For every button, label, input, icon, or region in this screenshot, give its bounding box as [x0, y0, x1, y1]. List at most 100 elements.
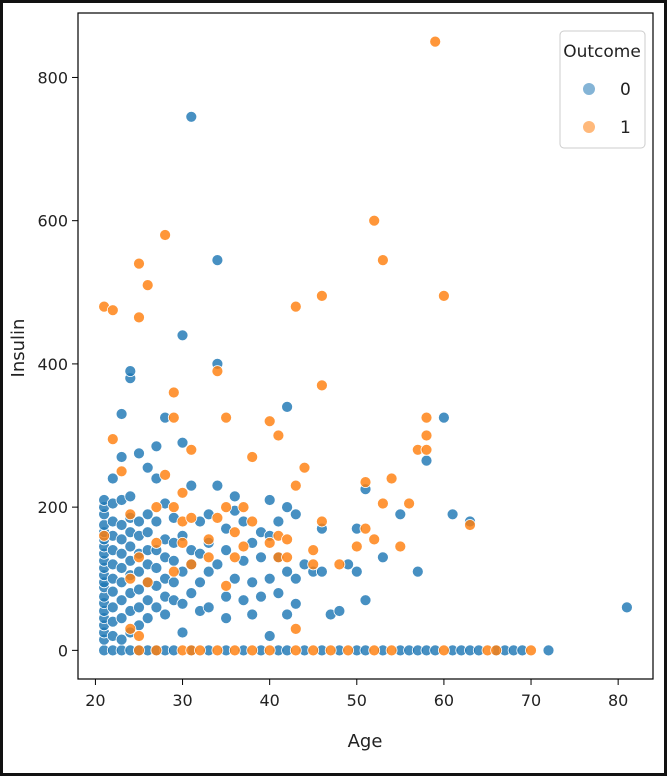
point-outcome-0: [420, 454, 433, 467]
point-outcome-1: [246, 451, 259, 463]
point-outcome-1: [176, 486, 189, 499]
legend-box: [559, 30, 646, 149]
point-outcome-1: [237, 540, 250, 553]
point-outcome-1: [403, 497, 416, 510]
point-outcome-0: [115, 547, 128, 560]
y-tick-label: 400: [37, 355, 68, 374]
point-outcome-1: [333, 558, 346, 571]
point-outcome-1: [289, 300, 302, 313]
point-outcome-1: [350, 540, 363, 553]
point-outcome-0: [542, 644, 555, 657]
point-outcome-0: [246, 576, 259, 589]
point-outcome-1: [228, 551, 241, 564]
point-outcome-0: [263, 494, 276, 506]
legend: Outcome 0 1: [559, 30, 646, 149]
point-outcome-0: [106, 601, 119, 614]
point-outcome-1: [420, 411, 433, 424]
point-outcome-0: [220, 544, 233, 556]
y-tick-label: 200: [37, 498, 68, 517]
point-outcome-1: [185, 512, 198, 524]
point-outcome-1: [220, 411, 233, 424]
point-outcome-0: [272, 515, 285, 528]
point-outcome-1: [133, 311, 145, 324]
legend-marker-0: [583, 83, 595, 95]
point-outcome-0: [115, 533, 128, 546]
point-outcome-0: [281, 565, 294, 578]
point-outcome-0: [150, 562, 163, 574]
point-outcome-1: [525, 644, 537, 657]
x-axis-label: Age: [348, 731, 383, 752]
point-outcome-1: [106, 433, 119, 446]
point-outcome-1: [307, 644, 320, 657]
point-outcome-1: [289, 479, 302, 492]
point-outcome-0: [185, 479, 198, 492]
point-outcome-0: [133, 583, 145, 596]
point-outcome-1: [246, 644, 259, 657]
point-outcome-0: [150, 440, 163, 453]
point-outcome-1: [342, 644, 355, 657]
point-outcome-1: [141, 279, 154, 292]
point-outcome-0: [141, 508, 154, 521]
point-outcome-0: [133, 515, 145, 528]
point-outcome-1: [167, 411, 180, 424]
y-tick-label: 0: [58, 641, 68, 660]
point-outcome-1: [429, 35, 442, 48]
point-outcome-0: [167, 554, 180, 567]
point-outcome-0: [115, 594, 128, 607]
point-outcome-1: [385, 472, 398, 485]
point-outcome-0: [202, 565, 215, 578]
legend-title: Outcome: [563, 42, 641, 62]
point-outcome-1: [133, 551, 145, 564]
point-outcome-0: [141, 461, 154, 474]
point-outcome-0: [115, 612, 128, 624]
point-outcome-1: [150, 644, 163, 657]
point-outcome-1: [289, 644, 302, 657]
point-outcome-0: [141, 526, 154, 539]
point-outcome-0: [315, 565, 328, 578]
point-outcome-0: [289, 597, 302, 610]
point-outcome-0: [446, 508, 459, 521]
point-outcome-1: [368, 214, 381, 227]
point-outcome-0: [176, 597, 189, 610]
point-outcome-0: [141, 594, 154, 607]
point-outcome-0: [167, 576, 180, 589]
point-outcome-0: [159, 608, 172, 621]
point-outcome-1: [376, 254, 389, 267]
x-tick-label: 80: [608, 691, 628, 710]
point-outcome-1: [246, 515, 259, 528]
point-outcome-1: [263, 415, 276, 428]
point-outcome-1: [185, 558, 198, 571]
point-outcome-0: [359, 594, 372, 607]
point-outcome-1: [211, 365, 224, 378]
point-outcome-1: [272, 429, 285, 442]
point-outcome-1: [176, 537, 189, 549]
point-outcome-0: [133, 447, 145, 460]
point-outcome-1: [150, 537, 163, 549]
point-outcome-1: [315, 379, 328, 392]
point-outcome-0: [394, 508, 407, 521]
point-outcome-1: [167, 565, 180, 578]
point-outcome-0: [281, 608, 294, 621]
point-outcome-0: [176, 329, 189, 342]
point-outcome-0: [194, 576, 206, 589]
point-outcome-1: [368, 533, 381, 546]
point-outcome-1: [202, 551, 215, 564]
point-outcome-0: [133, 565, 145, 578]
point-outcome-0: [220, 590, 233, 603]
point-outcome-1: [228, 526, 241, 539]
point-outcome-1: [307, 544, 320, 556]
point-outcome-1: [376, 497, 389, 510]
point-outcome-1: [133, 630, 145, 642]
point-outcome-0: [621, 601, 633, 614]
point-outcome-0: [150, 515, 163, 528]
point-outcome-0: [211, 254, 224, 267]
point-outcome-0: [115, 451, 128, 463]
point-outcome-0: [141, 612, 154, 624]
point-outcome-0: [176, 626, 189, 639]
point-outcome-1: [202, 533, 215, 546]
point-outcome-0: [411, 565, 424, 578]
point-outcome-1: [385, 644, 398, 657]
point-outcome-0: [289, 508, 302, 521]
